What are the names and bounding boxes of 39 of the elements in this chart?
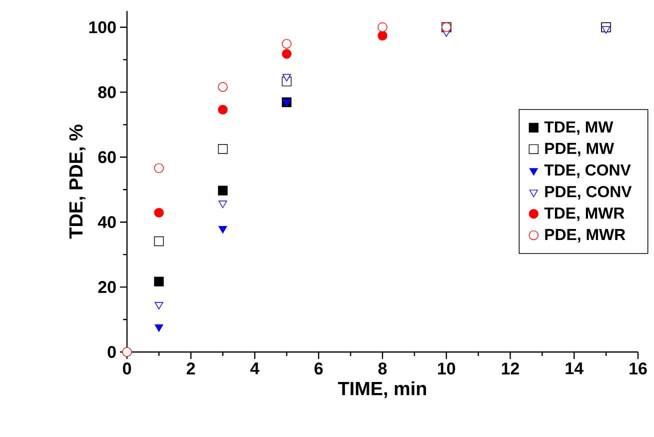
point (154, 302, 164, 310)
legend-label: TDE, CONV (544, 164, 631, 178)
x-axis-title: TIME, min (338, 381, 426, 398)
point (154, 276, 164, 286)
legend-label: PDE, MW (545, 142, 614, 156)
point (218, 104, 228, 115)
legend-label: PDE, MWR (545, 229, 626, 242)
x-tick-label: 4 (250, 362, 260, 374)
y-tick-label: 0 (108, 346, 116, 358)
point (602, 26, 610, 34)
point (282, 49, 292, 59)
point (282, 74, 291, 82)
point (154, 236, 164, 246)
y-axis-title: TDE, PDE, % (69, 124, 86, 239)
legend-label: TDE, MW (544, 121, 614, 135)
point (154, 208, 164, 218)
y-tick-label: 20 (98, 281, 116, 294)
point (154, 324, 164, 332)
x-tick-label: 12 (502, 362, 519, 374)
x-tick-label: 14 (566, 362, 584, 374)
y-tick-label: 80 (98, 86, 116, 98)
point (218, 144, 228, 154)
x-tick-label: 10 (438, 362, 456, 375)
x-tick-label: 16 (630, 362, 647, 375)
point (218, 226, 228, 234)
y-tick-label: 40 (98, 216, 116, 228)
legend-label: PDE, CONV (545, 186, 632, 200)
x-tick-label: 6 (314, 362, 323, 375)
x-tick-label: 8 (378, 362, 387, 375)
y-tick-label: 60 (98, 151, 116, 164)
legend-label: TDE, MWR (544, 208, 624, 222)
point (218, 82, 228, 92)
point (218, 186, 228, 196)
y-tick-label: 100 (89, 21, 116, 34)
point (218, 200, 228, 208)
point (122, 347, 132, 357)
x-tick-label: 0 (122, 362, 132, 375)
point (378, 30, 388, 41)
x-tick-label: 2 (186, 362, 195, 374)
